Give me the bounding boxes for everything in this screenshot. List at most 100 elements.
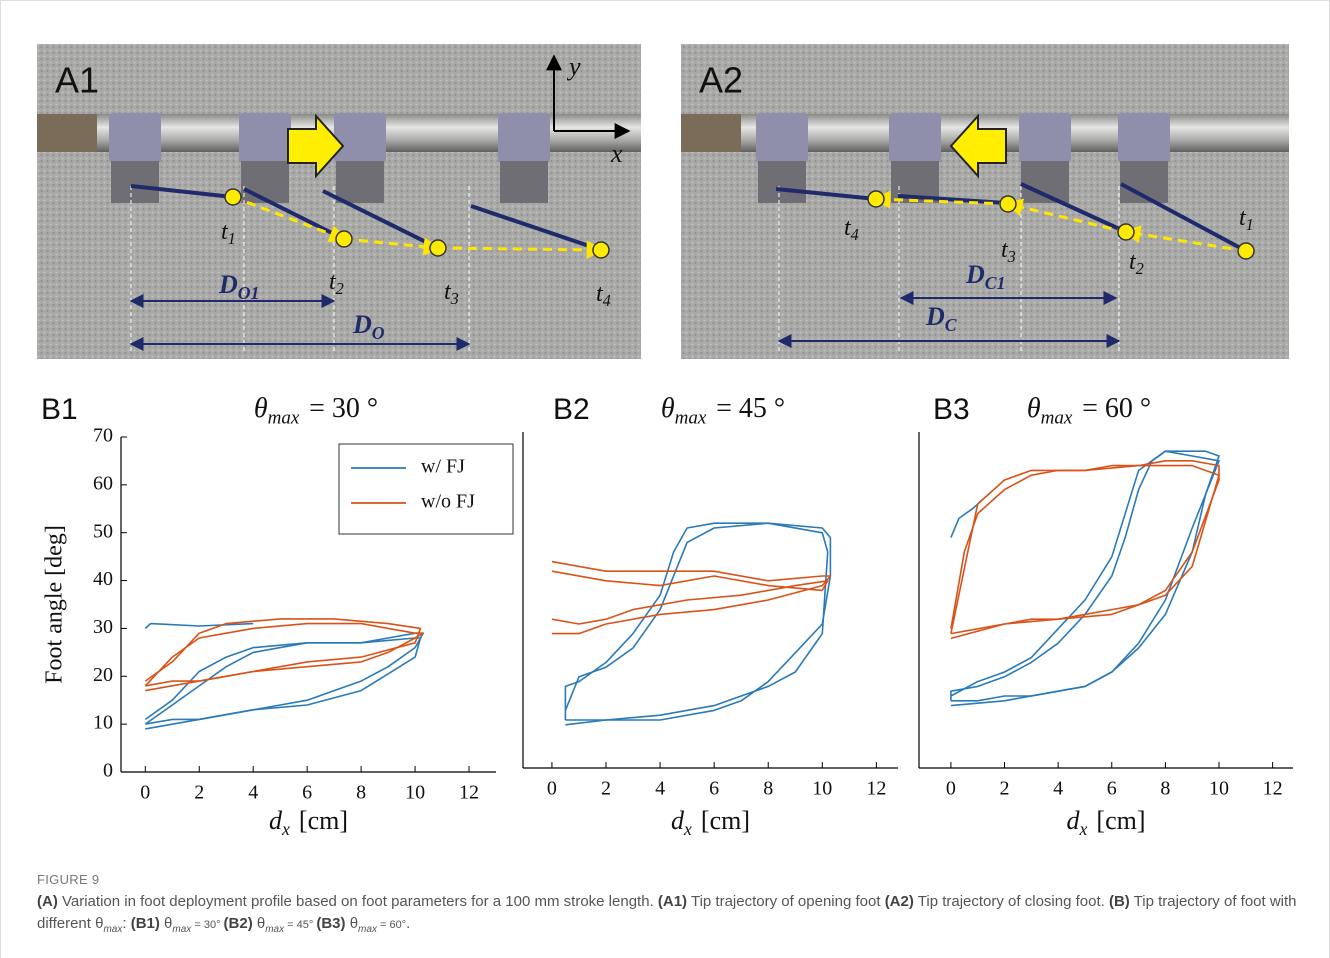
caption-run: = 30° xyxy=(191,919,223,931)
y-tick-label: 20 xyxy=(93,664,113,686)
figure-label: FIGURE 9 xyxy=(37,869,1317,891)
x-tick-label: 8 xyxy=(356,782,366,804)
symbol: d xyxy=(269,806,283,835)
subscript: 3 xyxy=(450,289,459,308)
x-tick-label: 12 xyxy=(866,778,886,800)
x-tick-label: 6 xyxy=(1107,778,1117,800)
panel-label: B1 xyxy=(41,393,78,426)
caption-run: (A) xyxy=(37,893,58,910)
caption-run: Variation in foot deployment profile bas… xyxy=(58,893,658,910)
axis-label: y xyxy=(566,52,581,81)
slider-block xyxy=(1118,113,1170,163)
y-tick-label: 70 xyxy=(93,425,113,447)
math-label: dx [cm] xyxy=(1066,806,1145,839)
figure-page: A1t1t2t3t4DO1DOyxA2t1t2t3t4DC1DCB1θmax= … xyxy=(0,0,1330,958)
caption-run: = 45° xyxy=(284,919,316,931)
caption-run: Tip trajectory of closing foot. xyxy=(914,893,1109,910)
caption-run: . xyxy=(406,915,410,932)
trace xyxy=(951,451,1219,701)
x-tick-label: 2 xyxy=(1000,778,1010,800)
caption: FIGURE 9 (A) Variation in foot deploymen… xyxy=(37,869,1317,936)
rod-end xyxy=(681,114,741,152)
subscript: 4 xyxy=(851,225,859,244)
subscript: O xyxy=(372,323,385,343)
symbol: D xyxy=(925,302,945,331)
slider-body xyxy=(758,161,806,203)
caption-run: (A1) xyxy=(658,893,687,910)
caption-run: (A2) xyxy=(885,893,914,910)
trace xyxy=(951,466,1219,639)
y-axis-label: Foot angle [deg] xyxy=(42,525,68,684)
caption-run: θ xyxy=(160,915,173,932)
rest: = 60 ° xyxy=(1082,393,1151,424)
symbol: d xyxy=(671,806,685,835)
y-tick-label: 10 xyxy=(93,712,113,734)
photo: A2t1t2t3t4DC1DC xyxy=(681,44,1289,359)
slider-block xyxy=(109,113,161,163)
x-tick-label: 4 xyxy=(655,778,665,800)
panel-label: B2 xyxy=(553,393,590,426)
subscript: max xyxy=(268,408,300,429)
caption-run: = 60° xyxy=(377,919,406,931)
x-tick-label: 6 xyxy=(709,778,719,800)
subscript: C xyxy=(945,315,957,335)
slider-body xyxy=(336,161,384,203)
symbol: d xyxy=(1066,806,1080,835)
tip-point xyxy=(430,240,446,256)
subscript: 1 xyxy=(1246,215,1254,234)
y-tick-label: 60 xyxy=(93,472,113,494)
tip-point xyxy=(593,242,609,258)
subscript: max xyxy=(675,408,707,429)
tip-point xyxy=(868,191,884,207)
x-tick-label: 8 xyxy=(763,778,773,800)
caption-run: Tip trajectory of opening foot xyxy=(687,893,885,910)
caption-run: (B1) xyxy=(131,915,160,932)
math-label: dx [cm] xyxy=(671,806,750,839)
unit: [cm] xyxy=(701,806,750,835)
x-tick-label: 10 xyxy=(1209,778,1229,800)
trace xyxy=(565,523,830,720)
rod-end xyxy=(37,114,97,152)
y-tick-label: 0 xyxy=(103,760,113,782)
caption-run: max xyxy=(265,924,284,935)
math-label: θmax= 45 ° xyxy=(661,393,785,428)
legend-label: w/ FJ xyxy=(421,456,465,478)
trace xyxy=(552,562,831,634)
caption-run: max xyxy=(172,924,191,935)
slider-block xyxy=(498,113,550,163)
y-tick-label: 50 xyxy=(93,520,113,542)
trace xyxy=(145,624,423,686)
x-tick-label: 2 xyxy=(194,782,204,804)
symbol: D xyxy=(965,260,985,289)
y-tick-label: 40 xyxy=(93,568,113,590)
subscript: x xyxy=(683,819,692,839)
caption-run: (B3) xyxy=(316,915,345,932)
symbol: D xyxy=(218,270,238,299)
subscript: x xyxy=(1078,819,1087,839)
panel-label: A2 xyxy=(699,60,743,101)
rest: = 45 ° xyxy=(716,393,785,424)
caption-run: : xyxy=(122,915,130,932)
unit: [cm] xyxy=(299,806,348,835)
caption-run: θ xyxy=(253,915,266,932)
subscript: O1 xyxy=(238,283,260,303)
legend-label: w/o FJ xyxy=(421,491,475,513)
math-label: θmax= 30 ° xyxy=(254,393,378,428)
tip-point xyxy=(1000,196,1016,212)
slider-body xyxy=(111,161,159,203)
unit: [cm] xyxy=(1096,806,1145,835)
x-tick-label: 2 xyxy=(601,778,611,800)
slider-block xyxy=(889,113,941,163)
math-label: dx [cm] xyxy=(269,806,348,839)
subscript: x xyxy=(281,819,290,839)
x-tick-label: 0 xyxy=(140,782,150,804)
subscript: 2 xyxy=(336,279,344,298)
tip-point xyxy=(1238,243,1254,259)
slider-body xyxy=(241,161,289,203)
symbol: θ xyxy=(1027,393,1041,424)
subscript: 4 xyxy=(603,291,611,310)
x-tick-label: 12 xyxy=(1263,778,1283,800)
slider-block xyxy=(334,113,386,163)
symbol: θ xyxy=(254,393,268,424)
x-tick-label: 8 xyxy=(1160,778,1170,800)
